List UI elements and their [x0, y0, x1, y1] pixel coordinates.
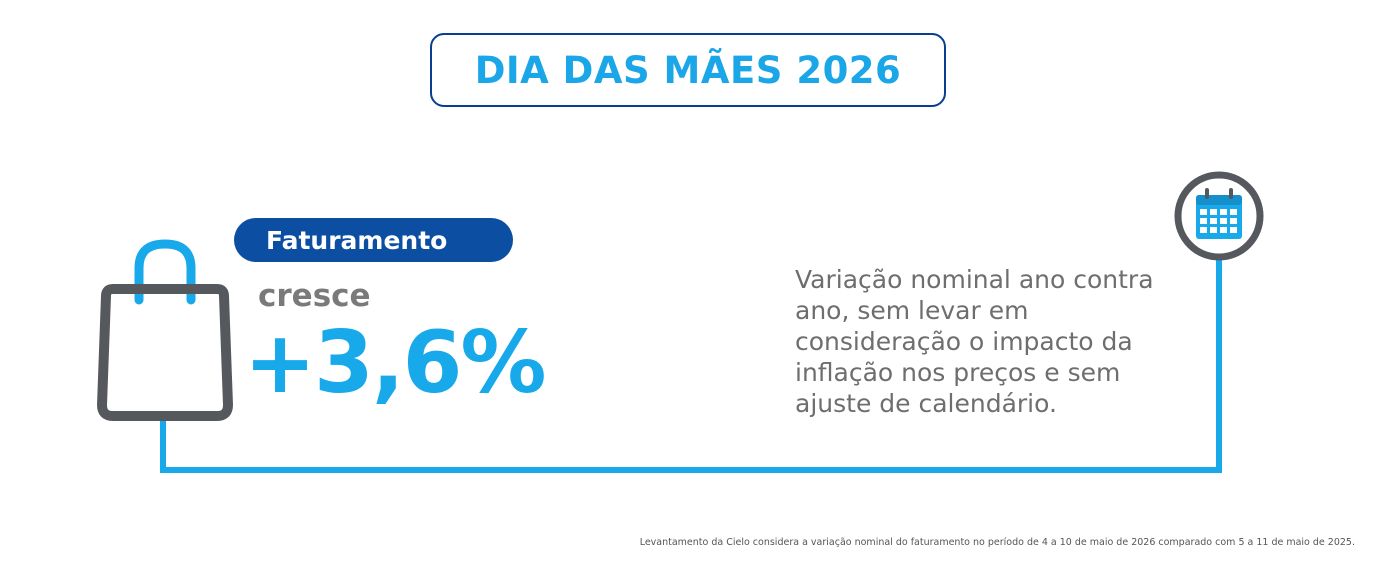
- page-title: DIA DAS MÃES 2026: [474, 48, 902, 92]
- calendar-icon: [1174, 171, 1264, 261]
- shopping-bag-icon: [97, 239, 233, 421]
- growth-value: +3,6%: [244, 313, 547, 413]
- growth-label: cresce: [258, 278, 371, 314]
- description-text: Variação nominal ano contra ano, sem lev…: [795, 265, 1154, 418]
- faturamento-badge: Faturamento: [234, 218, 513, 262]
- badge-label: Faturamento: [266, 225, 448, 255]
- connector-line: [160, 258, 1222, 473]
- title-box: DIA DAS MÃES 2026: [430, 33, 946, 107]
- footnote: Levantamento da Cielo considera a variaç…: [639, 537, 1355, 548]
